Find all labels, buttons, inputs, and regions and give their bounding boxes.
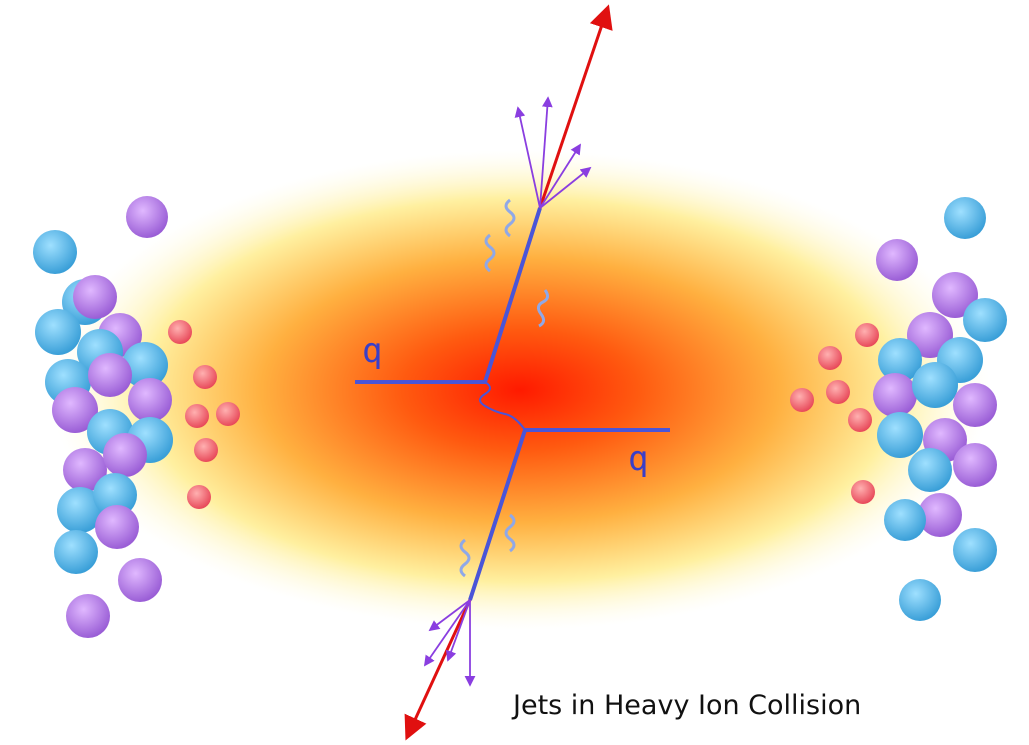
page: {"labels": {"upper_quark": "q", "lower_q… bbox=[0, 0, 1029, 745]
quark-label: q bbox=[362, 331, 382, 371]
collision-diagram: q q Jets in Heavy Ion Collision bbox=[0, 0, 1029, 745]
quark-label: q bbox=[628, 439, 648, 479]
caption: Jets in Heavy Ion Collision bbox=[511, 690, 861, 721]
